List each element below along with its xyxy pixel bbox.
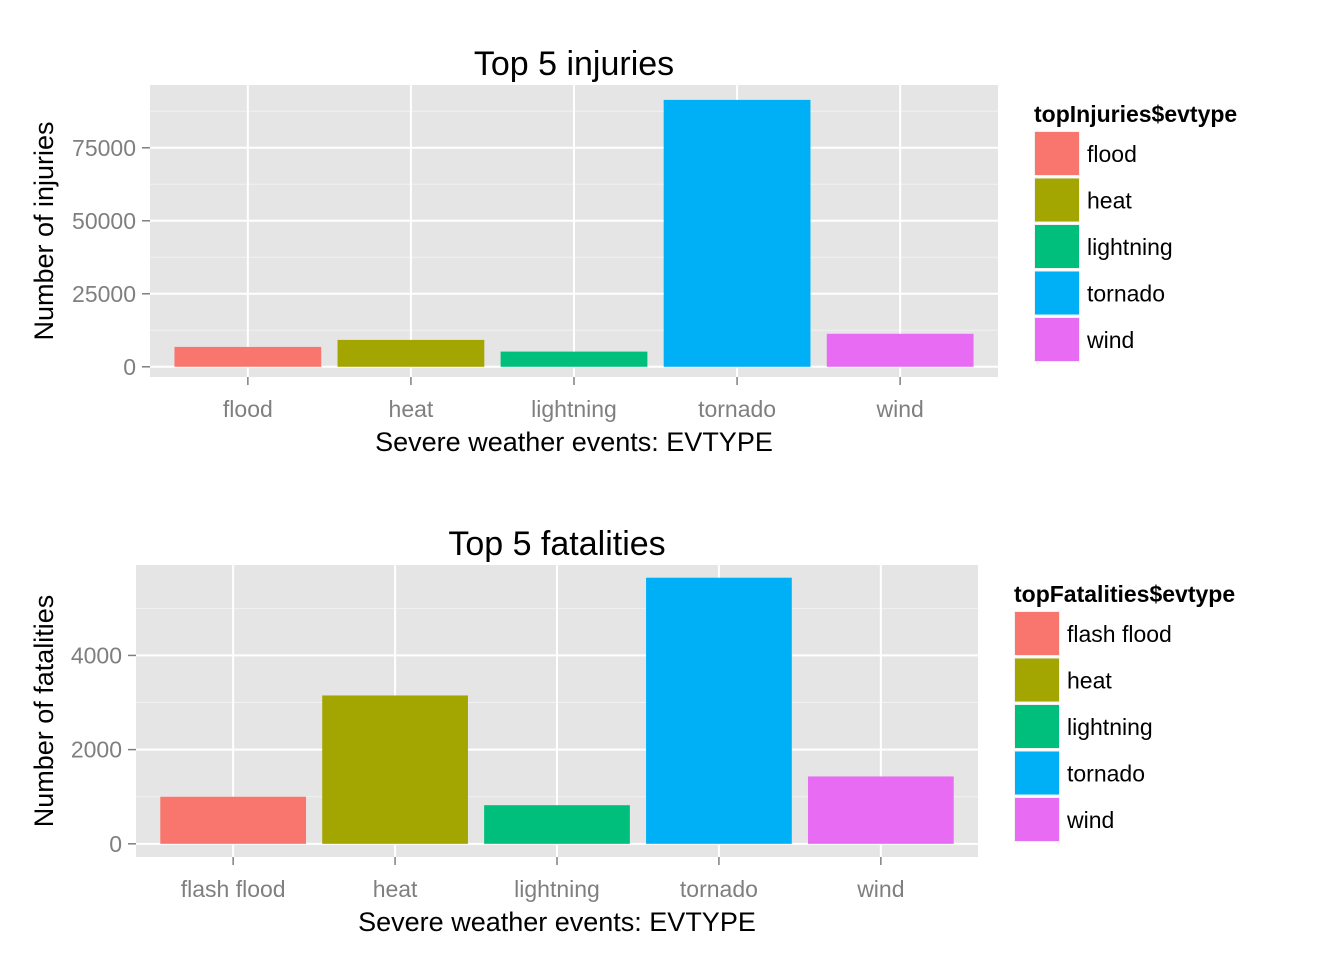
injuries-y-tick-label: 0 [123, 354, 136, 380]
fatalities-legend: topFatalities$evtype flash flood heat ligh… [1014, 581, 1235, 842]
injuries-legend-label: tornado [1087, 281, 1165, 307]
fatalities-legend-swatch [1015, 798, 1059, 841]
injuries-y-axis: 0 25000 50000 75000 [72, 135, 150, 380]
injuries-legend-swatch [1035, 225, 1079, 268]
fatalities-legend-swatch [1015, 705, 1059, 748]
fatalities-legend-swatch [1015, 612, 1059, 655]
fatalities-chart-title: Top 5 fatalities [448, 525, 665, 563]
fatalities-bar-wind [807, 776, 954, 844]
injuries-y-tick-label: 50000 [72, 208, 136, 234]
injuries-legend-label: heat [1087, 188, 1132, 214]
injuries-legend-title: topInjuries$evtype [1034, 101, 1237, 127]
injuries-x-axis: flood heat lightning tornado wind [223, 377, 924, 422]
fatalities-legend-label: flash flood [1067, 621, 1172, 647]
injuries-x-tick-label: wind [875, 396, 923, 422]
fatalities-y-tick-label: 0 [109, 831, 122, 857]
injuries-y-axis-title: Number of injuries [29, 121, 59, 340]
injuries-legend-label: lightning [1087, 234, 1173, 260]
fatalities-y-tick-label: 4000 [71, 642, 122, 668]
injuries-y-tick-label: 75000 [72, 135, 136, 161]
fatalities-legend-swatch [1015, 751, 1059, 795]
injuries-x-tick-label: heat [389, 396, 434, 422]
fatalities-x-tick-label: heat [373, 876, 418, 902]
fatalities-legend-title: topFatalities$evtype [1014, 581, 1235, 607]
injuries-bar-wind [826, 333, 974, 367]
injuries-bar-heat [337, 339, 485, 367]
fatalities-x-tick-label: wind [856, 876, 904, 902]
injuries-x-axis-title: Severe weather events: EVTYPE [375, 427, 773, 457]
fatalities-x-axis-title: Severe weather events: EVTYPE [358, 907, 756, 937]
fatalities-y-tick-label: 2000 [71, 737, 122, 763]
fatalities-x-tick-label: lightning [514, 876, 600, 902]
fatalities-bar-tornado [646, 577, 792, 844]
fatalities-x-axis: flash flood heat lightning tornado wind [181, 857, 905, 902]
fatalities-x-tick-label: tornado [680, 876, 758, 902]
fatalities-y-axis: 0 2000 4000 [71, 642, 136, 857]
fatalities-legend-label: wind [1066, 807, 1114, 833]
fatalities-legend-label: lightning [1067, 714, 1153, 740]
fatalities-legend-label: tornado [1067, 761, 1145, 787]
injuries-legend-swatch [1035, 178, 1079, 222]
injuries-x-tick-label: lightning [531, 396, 617, 422]
injuries-x-tick-label: flood [223, 396, 273, 422]
injuries-chart-title: Top 5 injuries [474, 45, 674, 83]
fatalities-chart: 0 2000 4000 flash flood heat lightning tornad… [29, 525, 1235, 937]
fatalities-bars [160, 577, 954, 844]
injuries-legend-swatch [1035, 132, 1079, 175]
fatalities-bar-heat [322, 695, 468, 844]
injuries-legend: topInjuries$evtype flood heat lightning tor… [1034, 101, 1237, 362]
injuries-bar-lightning [500, 351, 648, 367]
injuries-legend-label: flood [1087, 141, 1137, 167]
injuries-y-tick-label: 25000 [72, 281, 136, 307]
injuries-legend-label: wind [1086, 327, 1134, 353]
injuries-x-tick-label: tornado [698, 396, 776, 422]
fatalities-bar-flash-flood [160, 796, 307, 844]
injuries-legend-swatch [1035, 271, 1079, 315]
fatalities-legend-label: heat [1067, 668, 1112, 694]
injuries-bar-tornado [663, 99, 811, 367]
fatalities-bar-lightning [484, 805, 630, 844]
fatalities-legend-swatch [1015, 658, 1059, 702]
injuries-chart: 0 25000 50000 75000 flood heat lightning torna… [29, 45, 1237, 457]
injuries-bars [174, 99, 974, 367]
fatalities-y-axis-title: Number of fatalities [29, 595, 59, 828]
injuries-bar-flood [174, 346, 322, 367]
injuries-grid [150, 85, 998, 377]
injuries-legend-swatch [1035, 318, 1079, 361]
fatalities-x-tick-label: flash flood [181, 876, 286, 902]
